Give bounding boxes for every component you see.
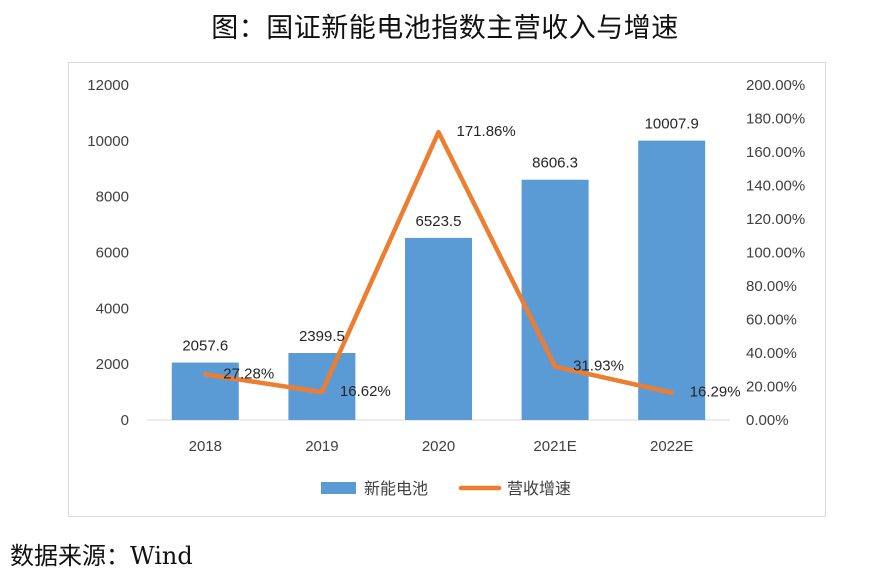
bar-series	[171, 140, 706, 420]
x-axis: 2018 2019 2020 2021E 2022E	[189, 438, 694, 455]
line-data-labels: 27.28% 16.62% 171.86% 31.93% 16.29%	[223, 123, 740, 401]
right-axis-tick-label: 120.00%	[746, 211, 805, 228]
left-axis-tick-label: 0	[121, 412, 129, 429]
right-axis-tick-label: 60.00%	[746, 312, 797, 329]
bar-data-label: 2399.5	[299, 328, 345, 345]
bar-data-label: 10007.9	[645, 116, 699, 133]
line-data-label: 16.29%	[690, 384, 741, 401]
x-axis-tick-label: 2018	[189, 438, 222, 455]
line-data-label: 16.62%	[340, 383, 391, 400]
legend-bar-swatch	[321, 482, 356, 494]
x-axis-tick-label: 2022E	[650, 438, 693, 455]
right-axis-tick-label: 180.00%	[746, 111, 805, 128]
x-axis-tick-label: 2019	[305, 438, 338, 455]
x-axis-tick-label: 2021E	[533, 438, 576, 455]
bar-data-label: 6523.5	[416, 213, 462, 230]
source-note: 数据来源：Wind	[10, 542, 193, 570]
bar-data-label: 2057.6	[182, 338, 228, 355]
legend-bar-label: 新能电池	[364, 479, 428, 498]
left-axis-tick-label: 8000	[96, 189, 129, 206]
bar-data-labels: 2057.6 2399.5 6523.5 8606.3 10007.9	[182, 116, 698, 355]
legend: 新能电池 营收增速	[321, 479, 571, 498]
bar-data-label: 8606.3	[532, 155, 578, 172]
right-axis-tick-label: 40.00%	[746, 345, 797, 362]
left-axis-tick-label: 10000	[87, 133, 129, 150]
left-axis-tick-label: 12000	[87, 77, 129, 94]
right-axis-tick-label: 160.00%	[746, 144, 805, 161]
line-data-label: 31.93%	[573, 358, 624, 375]
bar-2020	[405, 237, 472, 420]
right-axis: 0.00% 20.00% 40.00% 60.00% 80.00% 100.00% 120.…	[746, 77, 805, 429]
legend-line-label: 营收增速	[507, 479, 571, 498]
right-axis-tick-label: 100.00%	[746, 245, 805, 262]
chart-frame	[68, 62, 826, 517]
chart-title: 图：国证新能电池指数主营收入与增速	[211, 13, 679, 44]
right-axis-tick-label: 0.00%	[746, 412, 789, 429]
left-axis-tick-label: 6000	[96, 245, 129, 262]
right-axis-tick-label: 20.00%	[746, 379, 797, 396]
left-axis-tick-label: 2000	[96, 356, 129, 373]
right-axis-tick-label: 200.00%	[746, 77, 805, 94]
line-data-label: 27.28%	[223, 365, 274, 382]
line-data-label: 171.86%	[457, 123, 516, 140]
bar-2021E	[521, 179, 589, 420]
x-axis-tick-label: 2020	[422, 438, 455, 455]
right-axis-tick-label: 140.00%	[746, 178, 805, 195]
bar-2022E	[638, 140, 706, 420]
line-series	[203, 129, 674, 395]
right-axis-tick-label: 80.00%	[746, 278, 797, 295]
left-axis-tick-label: 4000	[96, 300, 129, 317]
left-axis: 0 2000 4000 6000 8000 10000 12000	[87, 77, 129, 429]
